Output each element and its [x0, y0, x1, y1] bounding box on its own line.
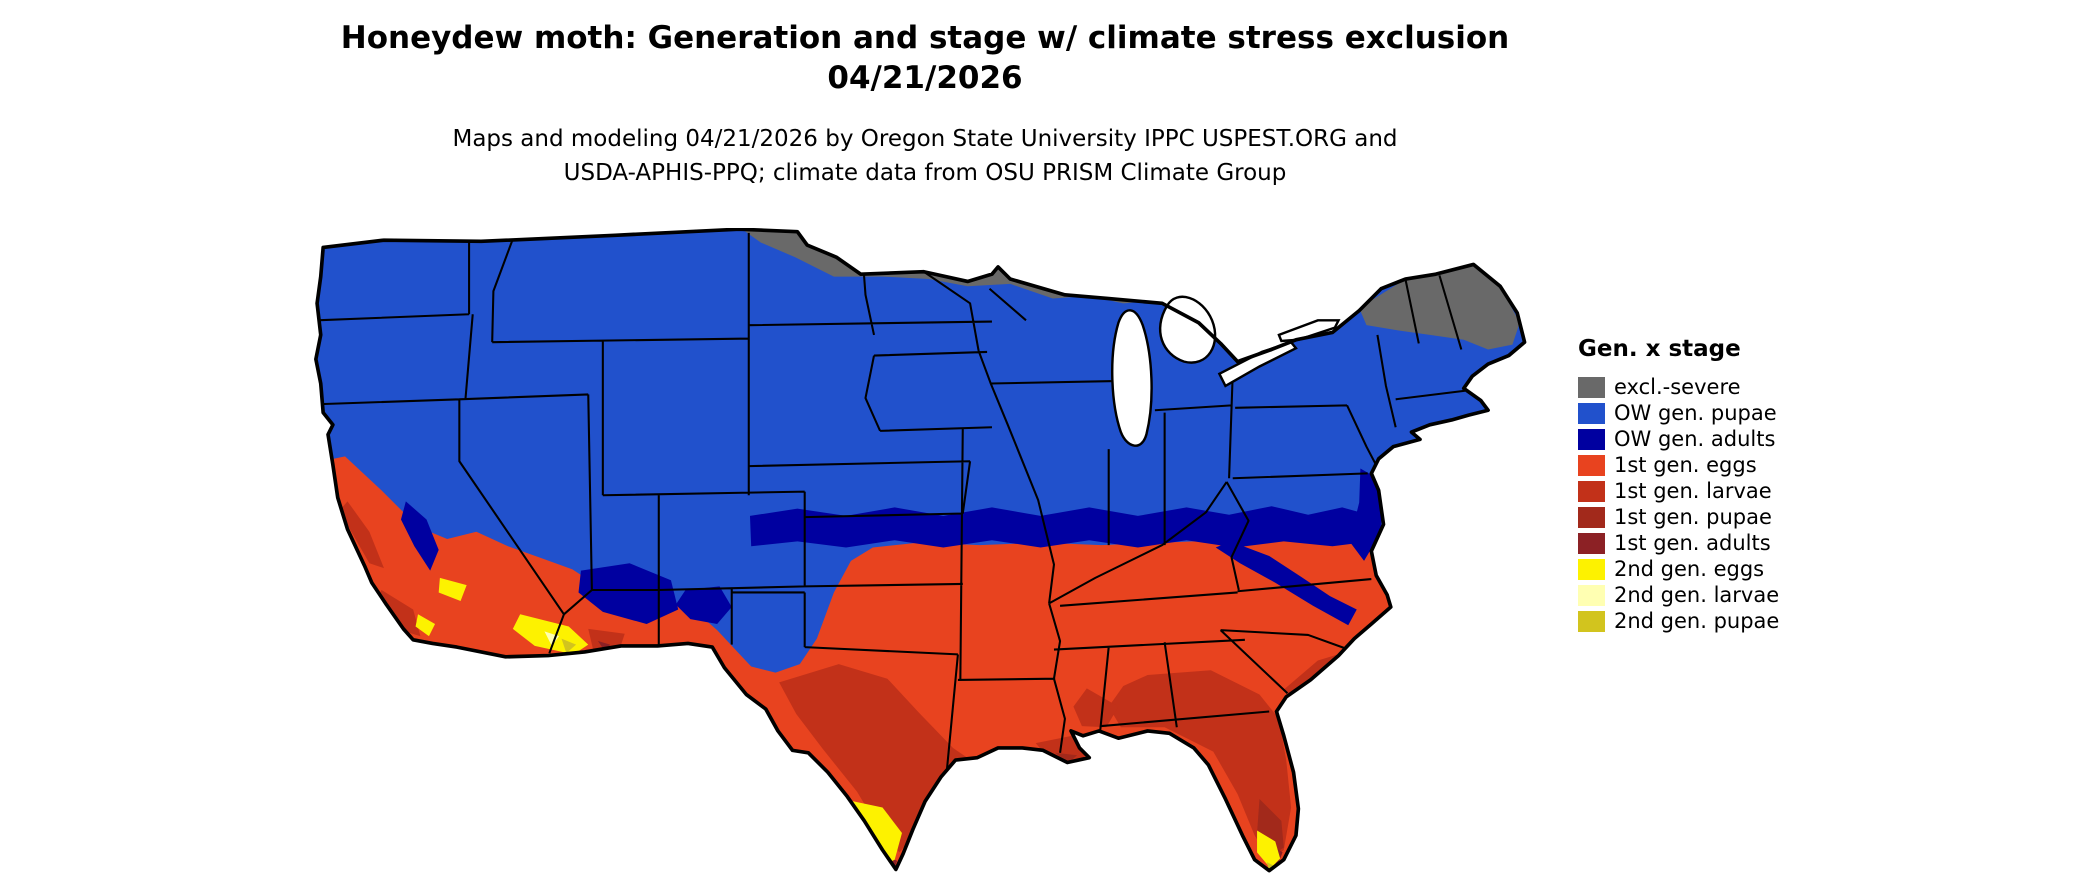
legend-item: OW gen. adults: [1578, 426, 1878, 452]
legend-item: 1st gen. adults: [1578, 530, 1878, 556]
state-boundaries: [317, 230, 1466, 783]
legend-swatch: [1578, 610, 1605, 632]
legend-swatch: [1578, 402, 1605, 424]
title-line-1: Honeydew moth: Generation and stage w/ c…: [340, 20, 1510, 56]
legend-item: excl.-severe: [1578, 374, 1878, 400]
lake-ontario: [1277, 319, 1341, 343]
legend-item: 1st gen. larvae: [1578, 478, 1878, 504]
legend-item: 2nd gen. eggs: [1578, 556, 1878, 582]
legend-item-label: 1st gen. eggs: [1614, 453, 1757, 477]
title-line-2: 04/21/2026: [827, 60, 1023, 96]
legend-item-label: excl.-severe: [1614, 375, 1741, 399]
region-ow-gen-adults-appalachia: [1215, 541, 1357, 626]
region-1st-gen-larvae-florida: [1108, 670, 1292, 861]
subtitle-line-1: Maps and modeling 04/21/2026 by Oregon S…: [452, 126, 1398, 152]
lake-michigan: [1111, 309, 1153, 447]
legend-swatch: [1578, 584, 1605, 606]
legend-item: 1st gen. eggs: [1578, 452, 1878, 478]
legend-item: 1st gen. pupae: [1578, 504, 1878, 530]
chart-title: Honeydew moth: Generation and stage w/ c…: [0, 18, 1850, 98]
region-2nd-gen-larvae-arizona: [544, 631, 560, 646]
legend-swatch: [1578, 558, 1605, 580]
region-1st-gen-larvae-gulf: [1073, 688, 1119, 728]
region-1st-gen-pupae-delta: [1055, 752, 1078, 764]
us-outline: [314, 228, 1527, 873]
legend-item-label: OW gen. adults: [1614, 427, 1776, 451]
legend-rows: excl.-severe OW gen. pupae OW gen. adults 1…: [1578, 374, 1878, 634]
legend-item-label: 2nd gen. pupae: [1614, 609, 1780, 633]
legend-item: 2nd gen. pupae: [1578, 608, 1878, 634]
legend-item-label: OW gen. pupae: [1614, 401, 1777, 425]
region-ow-gen-adults-new-mexico: [675, 586, 732, 625]
legend-title: Gen. x stage: [1578, 336, 1741, 362]
legend-swatch: [1578, 506, 1605, 528]
legend-swatch: [1578, 480, 1605, 502]
map-legend: Gen. x stage excl.-severe OW gen. pupae OW…: [1578, 336, 1878, 634]
lake-huron: [1158, 295, 1217, 364]
region-2nd-gen-larvae-texas: [867, 849, 881, 863]
us-map-svg: [314, 228, 1527, 873]
region-2nd-gen-eggs-south-florida: [1257, 830, 1281, 869]
legend-item: 2nd gen. larvae: [1578, 582, 1878, 608]
legend-item-label: 1st gen. adults: [1614, 531, 1771, 555]
region-excl-severe-northeast: [1359, 264, 1520, 350]
region-ow-gen-adults-sierra: [400, 501, 439, 571]
region-1st-gen-larvae-central-valley: [340, 501, 384, 569]
region-ow-gen-adults-arizona-highlands: [578, 563, 679, 625]
legend-swatch: [1578, 376, 1605, 398]
region-ow-gen-adults-band: [749, 506, 1388, 548]
subtitle-line-2: USDA-APHIS-PPQ; climate data from OSU PR…: [563, 160, 1287, 186]
us-choropleth-map: [311, 228, 1527, 884]
legend-item-label: 1st gen. pupae: [1614, 505, 1772, 529]
region-2nd-gen-pupae-arizona: [561, 638, 577, 654]
legend-swatch: [1578, 454, 1605, 476]
legend-swatch: [1578, 532, 1605, 554]
legend-item: OW gen. pupae: [1578, 400, 1878, 426]
legend-item-label: 2nd gen. larvae: [1614, 583, 1780, 607]
region-2nd-gen-eggs-california-valley: [438, 577, 467, 601]
region-2nd-gen-eggs-socal: [415, 614, 436, 637]
region-2nd-gen-pupae-texas: [871, 860, 885, 871]
legend-item-label: 2nd gen. eggs: [1614, 557, 1765, 581]
chart-subtitle: Maps and modeling 04/21/2026 by Oregon S…: [0, 122, 1850, 190]
legend-item-label: 1st gen. larvae: [1614, 479, 1772, 503]
legend-swatch: [1578, 428, 1605, 450]
